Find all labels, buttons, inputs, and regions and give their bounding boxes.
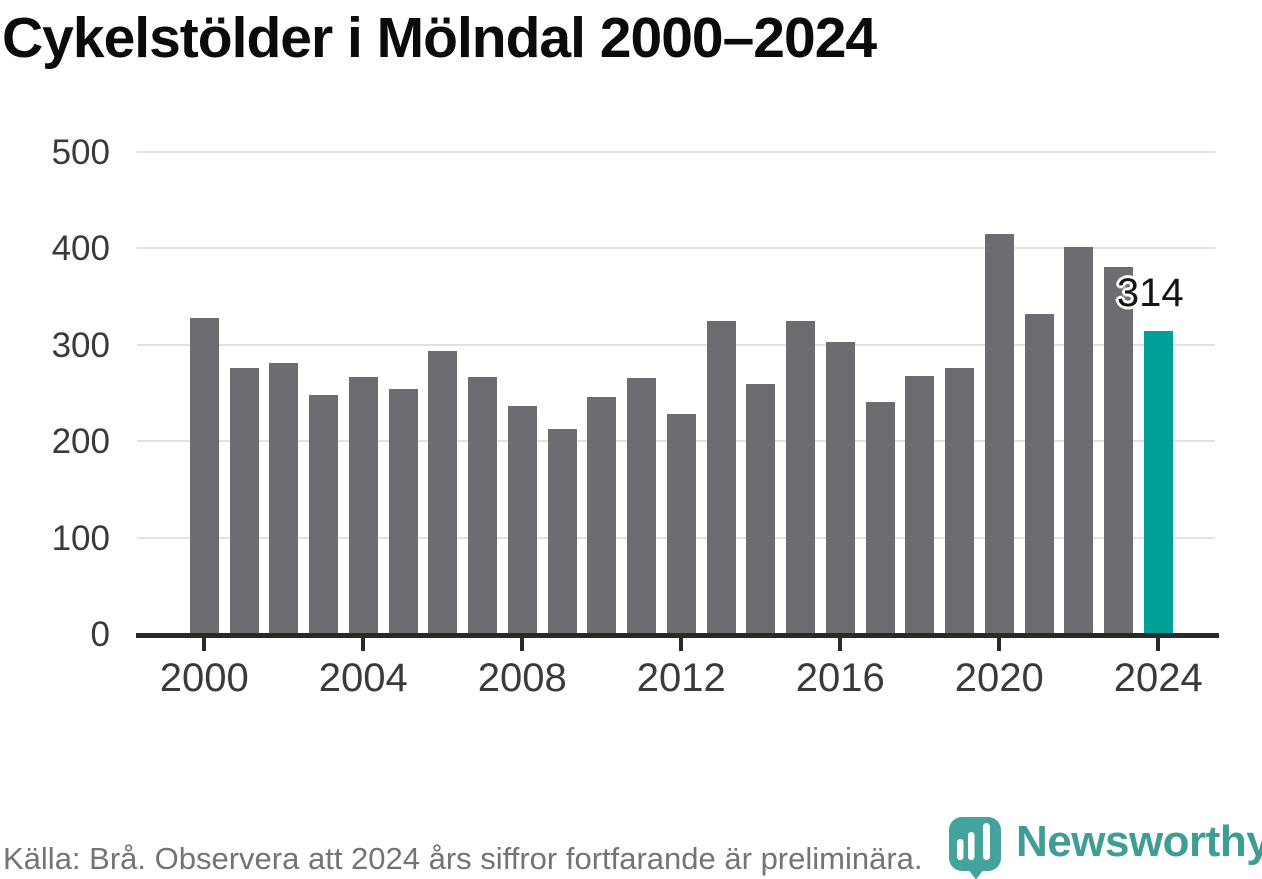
x-tick-2020 [997, 637, 1002, 651]
bar-2004 [348, 377, 378, 634]
bar-2013 [706, 320, 736, 634]
gridline-400 [137, 247, 1215, 250]
chart-title: Cykelstölder i Mölndal 2000–2024 [2, 6, 877, 70]
x-tick-2016 [838, 637, 843, 651]
y-axis-label-0: 0 [90, 615, 110, 654]
y-axis-label-500: 500 [51, 132, 110, 172]
x-tick-2024 [1156, 637, 1161, 651]
x-axis-label-2024: 2024 [1113, 656, 1203, 700]
bar-2020 [984, 233, 1014, 634]
x-axis-label-2004: 2004 [318, 656, 408, 700]
y-axis-label-300: 300 [51, 325, 110, 365]
bar-2003 [309, 394, 339, 634]
x-axis-label-2012: 2012 [636, 656, 726, 700]
source-note: Källa: Brå. Observera att 2024 års siffr… [3, 841, 923, 876]
x-axis-label-2000: 2000 [159, 656, 249, 700]
bar-2015 [786, 321, 816, 634]
bar-2006 [428, 351, 458, 634]
newsworthy-wordmark: Newsworthy [1016, 817, 1262, 866]
bar-2019 [945, 367, 975, 634]
bar-2018 [905, 376, 935, 634]
y-axis-label-400: 400 [51, 229, 110, 269]
bar-2022 [1064, 247, 1094, 634]
x-axis-label-2020: 2020 [954, 656, 1044, 700]
x-axis-label-2016: 2016 [795, 656, 885, 700]
bar-2017 [865, 401, 895, 634]
highlight-value-label: 314 [1116, 271, 1184, 316]
x-tick-2008 [520, 637, 525, 651]
bar-2014 [746, 384, 776, 634]
y-axis-label-100: 100 [51, 518, 110, 558]
x-axis-line [136, 633, 1219, 638]
bar-2007 [468, 377, 498, 634]
bar-2012 [666, 414, 696, 634]
x-axis-label-2008: 2008 [477, 656, 567, 700]
x-tick-2000 [202, 637, 207, 651]
bar-2024 [1143, 331, 1173, 634]
bar-2021 [1024, 313, 1054, 634]
bar-2005 [388, 388, 418, 634]
gridline-500 [137, 150, 1215, 153]
bar-2009 [547, 428, 577, 634]
x-tick-2012 [679, 637, 684, 651]
bar-2010 [587, 396, 617, 634]
bar-2023 [1104, 267, 1134, 634]
gridline-300 [137, 343, 1215, 346]
bar-2016 [825, 341, 855, 634]
bar-2008 [507, 406, 537, 634]
bar-2000 [189, 317, 219, 634]
bar-2011 [627, 378, 657, 634]
x-tick-2004 [361, 637, 366, 651]
y-axis-label-200: 200 [51, 422, 110, 462]
newsworthy-logomark-icon [949, 817, 1001, 879]
bar-2001 [229, 367, 259, 634]
bar-2002 [269, 362, 299, 634]
